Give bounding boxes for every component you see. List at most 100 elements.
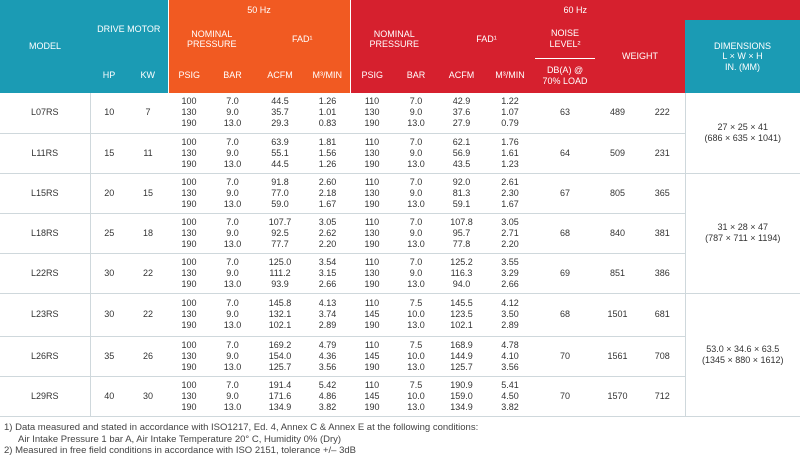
bar60-values: 7.0 9.0 13.0 [394, 93, 439, 134]
m360-values: 4.12 3.50 2.89 [485, 293, 536, 337]
hp-value: 35 [90, 336, 128, 377]
m350-value: 4.13 [318, 298, 337, 308]
acfm60-values: 107.8 95.7 77.8 [438, 213, 486, 254]
bar60-value: 13.0 [407, 320, 425, 330]
weight-kg-value: 386 [640, 253, 686, 294]
m360-value: 3.05 [501, 216, 519, 227]
psig60-value: 145 [364, 309, 380, 319]
bar60-value: 13.0 [407, 158, 425, 169]
acfm50-value: 91.8 [271, 176, 289, 187]
m350-value: 1.26 [318, 158, 337, 169]
bar50-value: 7.0 [226, 216, 239, 227]
m350-value: 2.66 [318, 278, 337, 289]
acfm50-values: 63.9 55.1 44.5 [255, 133, 305, 174]
acfm60-value: 56.9 [452, 147, 471, 158]
m350-value: 4.79 [318, 339, 337, 350]
bar60-value: 9.0 [409, 227, 423, 238]
m360-value: 4.12 [501, 298, 519, 308]
m350-value: 1.56 [318, 147, 337, 158]
acfm60-value: 81.3 [452, 187, 471, 198]
psig50-value: 130 [181, 107, 197, 118]
table-row: L22RS 30 22 100 130 190 7.0 9.0 13.0 125.0 111.2 93… [0, 253, 800, 294]
psig60-value: 110 [364, 379, 380, 390]
psig50-value: 100 [181, 176, 197, 187]
acfm50-value: 35.7 [271, 107, 289, 118]
psig50-value: 190 [181, 320, 197, 330]
bar50-value: 7.0 [226, 298, 239, 308]
table-row: L15RS 20 15 100 130 190 7.0 9.0 13.0 91.8 77.0 59.0… [0, 173, 800, 294]
psig50-value: 190 [181, 361, 197, 372]
psig60-value: 190 [364, 198, 380, 209]
bar50-value: 7.0 [226, 176, 239, 187]
m350-value: 3.54 [318, 256, 337, 267]
bar60-value: 7.0 [409, 216, 423, 227]
psig60-values: 110 130 190 [350, 253, 395, 294]
m360-value: 1.76 [501, 136, 519, 147]
bar50-values: 7.0 9.0 13.0 [210, 173, 255, 214]
bar60-value: 7.0 [409, 176, 423, 187]
header-fad-50: FAD¹ [255, 20, 351, 58]
acfm60-value: 102.1 [450, 320, 473, 330]
table-row: L11RS 15 11 100 130 190 7.0 9.0 13.0 63.9 55.1 44.5… [0, 133, 800, 174]
bar60-values: 7.5 10.0 13.0 [394, 376, 439, 417]
m360-values: 4.78 4.10 3.56 [485, 336, 536, 377]
psig50-value: 190 [181, 118, 197, 129]
acfm60-values: 42.9 37.6 27.9 [438, 93, 486, 134]
psig60-value: 190 [364, 238, 380, 249]
table-row: L18RS 25 18 100 130 190 7.0 9.0 13.0 107.7 92.5 77.… [0, 213, 800, 254]
noise-db-value: 68 [535, 213, 596, 254]
acfm50-value: 111.2 [269, 267, 291, 278]
acfm50-value: 107.7 [268, 216, 292, 227]
acfm50-value: 44.5 [271, 158, 289, 169]
psig50-value: 130 [181, 187, 197, 198]
weight-kg-value: 712 [640, 376, 686, 417]
bar60-value: 7.0 [409, 256, 423, 267]
m360-value: 2.20 [501, 238, 519, 249]
bar60-value: 7.5 [409, 298, 423, 308]
weight-kg-value: 381 [640, 213, 686, 254]
psig50-values: 100 130 190 [168, 173, 210, 214]
m350-value: 1.81 [318, 136, 337, 147]
footnote-2: 2) Measured in free field conditions in … [4, 445, 356, 456]
kw-value: 11 [128, 133, 168, 174]
header-drive-motor: DRIVE MOTOR [90, 0, 168, 58]
weight-kg-value: 365 [640, 173, 686, 214]
m360-value: 3.50 [501, 309, 519, 319]
acfm60-values: 145.5 123.5 102.1 [438, 293, 486, 337]
header-bar-50: BAR [210, 58, 255, 93]
kw-value: 26 [128, 336, 168, 377]
bar60-values: 7.5 10.0 13.0 [394, 293, 439, 337]
m360-value: 2.66 [501, 278, 519, 289]
hp-value: 20 [90, 173, 128, 214]
m360-values: 2.61 2.30 1.67 [485, 173, 536, 214]
psig60-value: 130 [364, 227, 380, 238]
acfm50-value: 102.1 [268, 320, 292, 330]
bar60-value: 9.0 [409, 107, 423, 118]
bar60-values: 7.0 9.0 13.0 [394, 253, 439, 294]
m360-value: 0.79 [501, 118, 519, 129]
noise-db-value: 69 [535, 253, 596, 294]
m360-value: 2.89 [501, 320, 519, 330]
model-name: L26RS [0, 336, 91, 377]
acfm60-value: 77.8 [452, 238, 471, 249]
weight-kg-value: 231 [640, 133, 686, 174]
bar50-value: 13.0 [223, 118, 242, 129]
weight-lbs-value: 840 [595, 213, 641, 254]
m350-value: 1.01 [318, 107, 337, 118]
acfm60-value: 59.1 [452, 198, 471, 209]
acfm60-value: 168.9 [450, 339, 473, 350]
psig60-value: 130 [364, 187, 380, 198]
bar60-value: 13.0 [407, 361, 425, 372]
header-psig-50: PSIG [167, 58, 210, 93]
m360-value: 3.82 [501, 401, 519, 412]
weight-lbs-value: 805 [595, 173, 641, 214]
acfm60-values: 190.9 159.0 134.9 [438, 376, 486, 417]
bar60-value: 10.0 [407, 390, 425, 401]
psig50-values: 100 130 190 [168, 213, 210, 254]
noise-db-value: 63 [535, 93, 596, 134]
psig50-value: 190 [181, 198, 197, 209]
acfm50-values: 44.5 35.7 29.3 [255, 93, 305, 134]
weight-kg-value: 222 [640, 93, 686, 134]
psig60-values: 110 130 190 [350, 133, 395, 174]
bar50-value: 9.0 [226, 107, 239, 118]
